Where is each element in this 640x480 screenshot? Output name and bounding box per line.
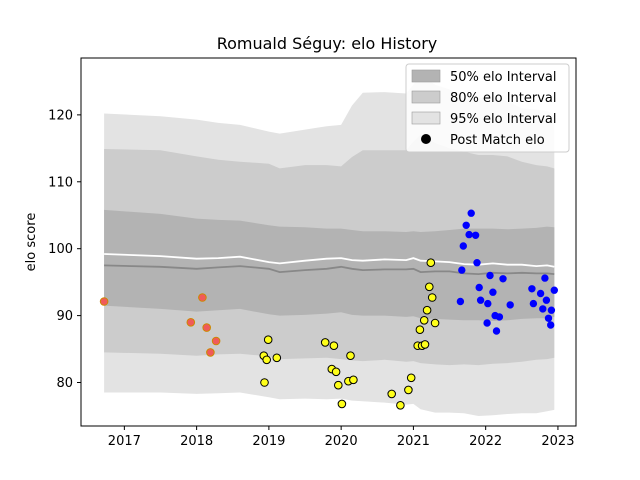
plot-frame <box>80 57 577 427</box>
data-point <box>396 401 405 410</box>
data-point <box>459 242 467 250</box>
data-point <box>425 282 434 292</box>
legend-swatch <box>411 111 441 125</box>
plot-content <box>99 74 558 416</box>
data-point <box>404 385 413 395</box>
data-point <box>489 288 497 296</box>
data-point <box>349 375 358 385</box>
data-point <box>186 318 196 327</box>
data-point <box>486 271 494 280</box>
data-point <box>426 258 436 268</box>
data-point <box>422 305 432 315</box>
data-point <box>484 299 492 308</box>
mean-line <box>104 253 555 268</box>
data-point <box>430 318 440 328</box>
y-tick-label: 120 <box>48 108 73 123</box>
legend-marker <box>421 134 431 144</box>
data-point <box>529 299 538 308</box>
plot-area <box>80 57 577 427</box>
data-point <box>211 336 221 346</box>
data-point <box>331 367 341 377</box>
data-point <box>475 283 483 292</box>
x-tick-label: 2022 <box>469 434 502 449</box>
legend-swatch <box>411 90 441 104</box>
data-point <box>495 313 504 321</box>
x-tick-label: 2023 <box>541 434 574 449</box>
data-point <box>99 297 109 306</box>
x-tick-label: 2019 <box>252 434 285 449</box>
data-point <box>419 316 429 325</box>
data-point <box>458 266 466 274</box>
legend-label: 50% elo Interval <box>450 70 557 85</box>
data-point <box>334 380 343 390</box>
chart-title: Romuald Séguy: elo History <box>217 34 438 53</box>
data-point <box>528 285 536 293</box>
data-point <box>483 319 491 327</box>
y-tick-label: 100 <box>48 242 73 257</box>
data-point <box>465 230 473 239</box>
data-point <box>337 399 347 409</box>
data-point <box>467 209 475 217</box>
y-axis: 80 90 100 110 120 <box>48 108 81 391</box>
data-point <box>462 221 470 230</box>
median-line <box>104 264 555 276</box>
data-point <box>272 353 282 363</box>
data-point <box>542 296 551 304</box>
x-tick-label: 2018 <box>180 434 213 449</box>
data-point <box>202 323 211 332</box>
y-tick-label: 110 <box>48 175 73 190</box>
y-axis-label: elo score <box>24 213 39 272</box>
data-point <box>415 325 425 335</box>
data-point <box>420 340 430 349</box>
data-point <box>320 338 330 347</box>
data-point <box>499 275 507 283</box>
x-axis: 2017 2018 2019 2020 2021 2022 2023 <box>108 426 574 449</box>
data-point <box>541 274 549 282</box>
y-tick-label: 80 <box>56 376 73 391</box>
x-tick-label: 2021 <box>397 434 430 449</box>
data-point <box>263 335 273 345</box>
legend-label: Post Match elo <box>450 133 545 148</box>
data-point <box>427 293 437 302</box>
data-point <box>406 373 416 383</box>
y-tick-label: 90 <box>56 309 73 324</box>
data-point <box>547 321 555 329</box>
data-point <box>260 378 269 387</box>
data-point <box>456 297 465 306</box>
data-point <box>329 341 339 351</box>
legend-swatch <box>411 69 441 83</box>
data-point <box>492 327 501 335</box>
x-tick-label: 2017 <box>108 434 141 449</box>
legend: 50% elo Interval 80% elo Interval 95% elo … <box>405 63 570 153</box>
legend-box <box>405 63 570 153</box>
data-point <box>471 231 480 240</box>
data-point <box>346 351 355 361</box>
data-point <box>473 259 481 267</box>
data-point <box>547 306 556 314</box>
data-point <box>539 305 547 313</box>
data-point <box>262 355 272 365</box>
data-point <box>550 286 558 294</box>
data-point <box>506 301 514 309</box>
band-50 <box>104 209 555 321</box>
data-point <box>387 389 397 399</box>
data-point <box>206 348 215 357</box>
legend-label: 80% elo Interval <box>450 91 557 106</box>
data-point <box>476 296 485 304</box>
x-tick-label: 2020 <box>325 434 358 449</box>
data-point <box>544 314 553 322</box>
data-point <box>536 289 545 298</box>
legend-label: 95% elo Interval <box>450 112 557 127</box>
data-point <box>198 293 207 302</box>
